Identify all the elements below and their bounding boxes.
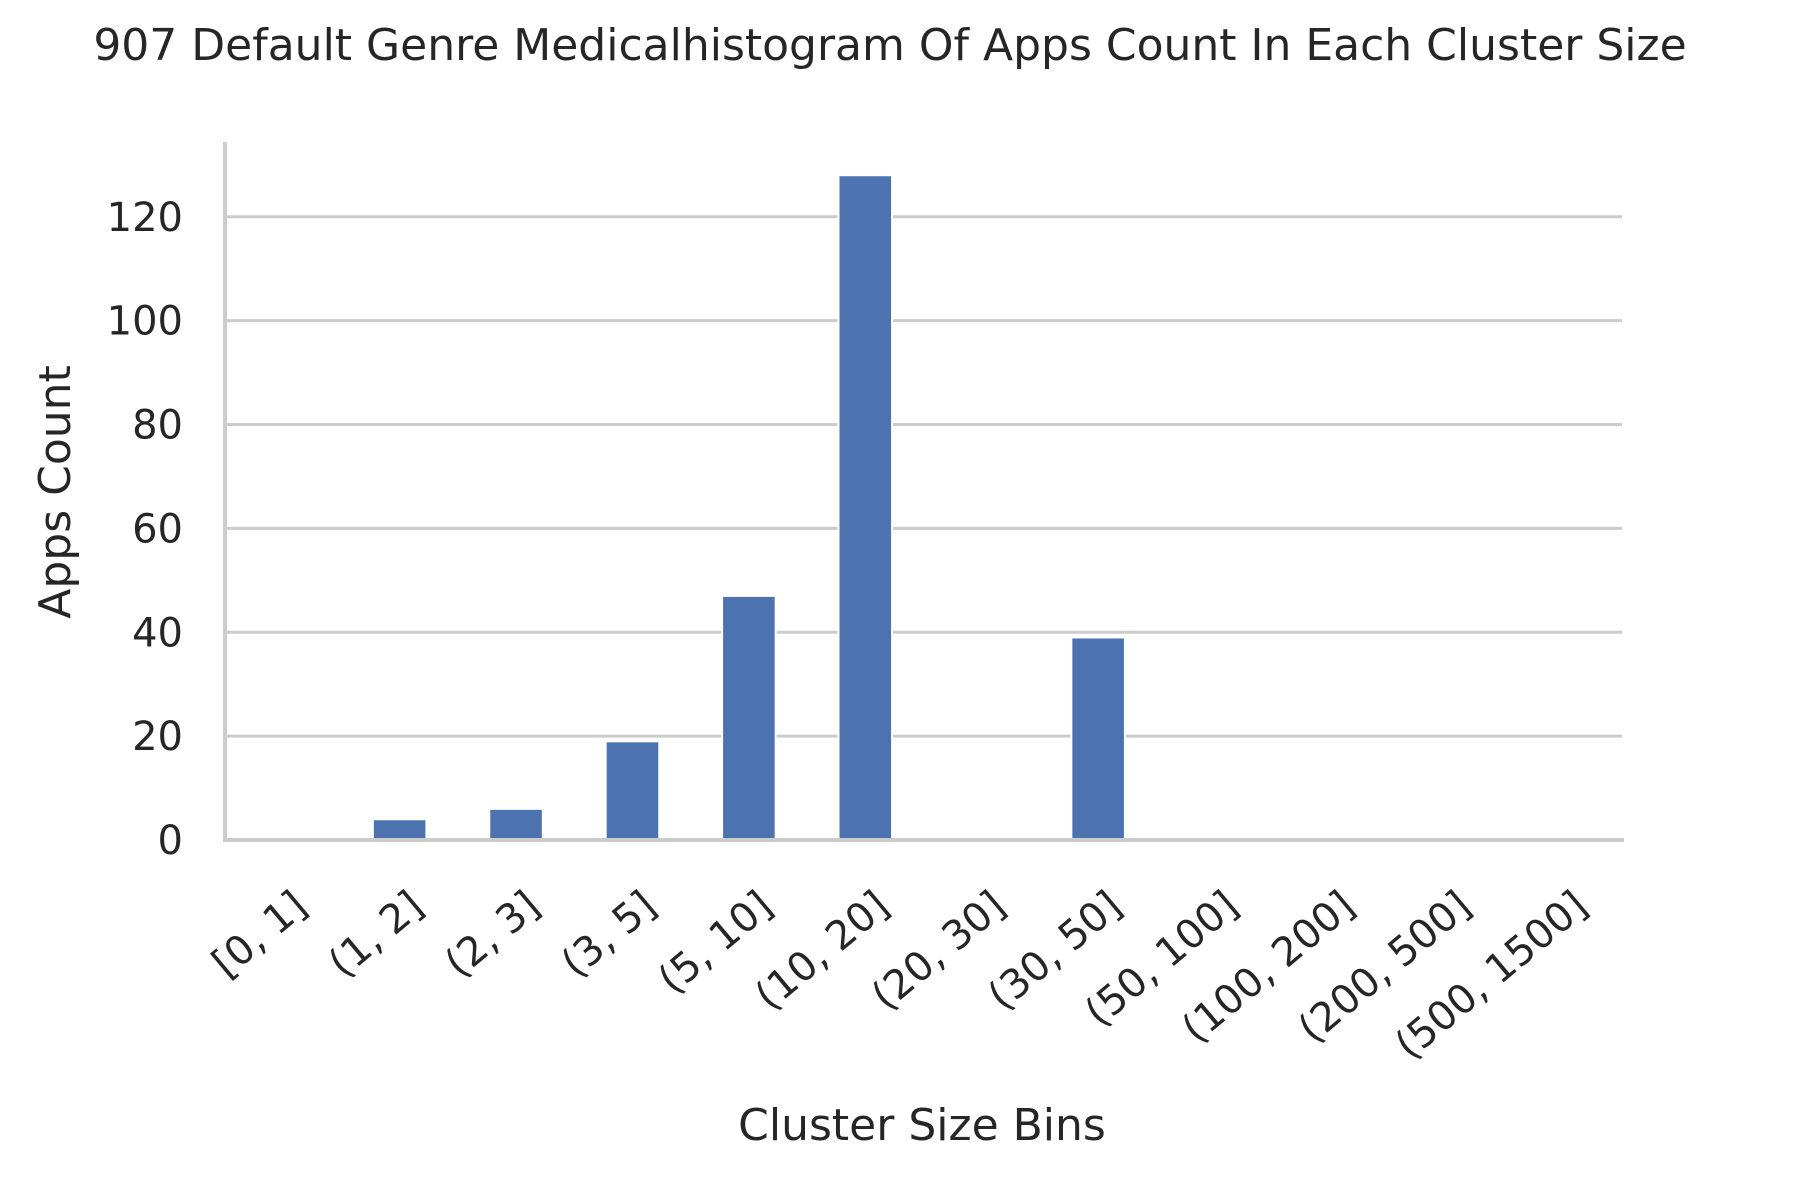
x-tick-label-2: (2, 3] bbox=[437, 882, 549, 986]
y-tick-label-20: 20 bbox=[132, 714, 183, 760]
x-tick-label-1: (1, 2] bbox=[320, 882, 432, 986]
x-axis-label: Cluster Size Bins bbox=[738, 1100, 1106, 1151]
chart-title: 907 Default Genre Medicalhistogram Of Ap… bbox=[93, 20, 1686, 71]
x-tick-label-3: (3, 5] bbox=[553, 882, 665, 986]
axes bbox=[223, 142, 1624, 842]
bar-3 bbox=[604, 740, 661, 841]
y-tick-label-0: 0 bbox=[158, 818, 183, 864]
y-tick-label-100: 100 bbox=[107, 299, 183, 345]
y-tick-label-120: 120 bbox=[107, 195, 183, 241]
bar-5 bbox=[837, 174, 894, 841]
bar-2 bbox=[488, 807, 544, 842]
bar-7 bbox=[1070, 636, 1126, 842]
y-axis-label: Apps Count bbox=[30, 365, 81, 619]
bars bbox=[371, 174, 1126, 842]
y-tick-labels: 0 20 40 60 80 100 120 bbox=[107, 195, 183, 864]
bar-1 bbox=[371, 818, 428, 842]
x-tick-labels: [0, 1] (1, 2] (2, 3] (3, 5](5, 10](10, 20](… bbox=[204, 882, 1597, 1068]
bar-4 bbox=[721, 594, 777, 841]
y-tick-label-60: 60 bbox=[132, 506, 183, 552]
y-tick-label-80: 80 bbox=[132, 403, 183, 449]
gridlines bbox=[225, 215, 1622, 738]
y-tick-label-40: 40 bbox=[132, 610, 183, 656]
x-tick-label-0: [0, 1] bbox=[204, 882, 316, 986]
